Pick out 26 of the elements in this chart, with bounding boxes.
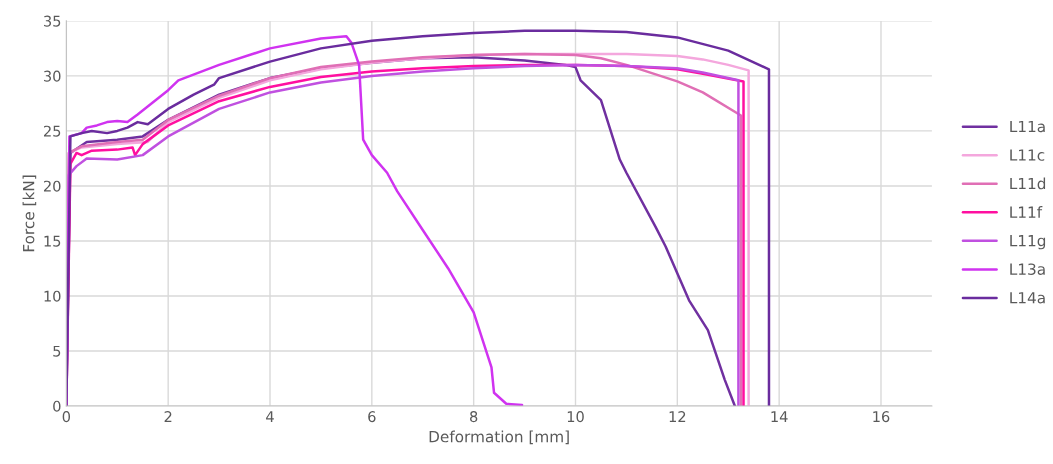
legend-label: L13a [1010,263,1045,275]
y-tick-label: 30 [44,70,61,82]
x-tick-label: 0 [62,411,71,423]
x-tick-label: 2 [164,411,172,422]
x-tick-label: 10 [567,411,584,423]
y-tick-label: 25 [43,125,61,137]
y-tick-label: 0 [53,400,61,412]
legend-label: L11f [1010,206,1043,218]
x-tick-label: 6 [368,411,376,423]
y-tick-label: 35 [44,15,61,27]
x-tick-label: 12 [669,411,686,422]
y-tick-label: 5 [53,345,61,357]
x-tick-label: 8 [470,411,478,423]
legend-label: L11a [1010,120,1045,133]
x-tick-label: 16 [873,411,890,423]
legend-label: L11d [1010,177,1046,190]
x-axis-title: Deformation [mm] [429,430,569,445]
legend-label: L11g [1010,235,1046,250]
y-tick-label: 10 [44,290,61,302]
y-tick-label: 15 [44,235,61,247]
legend-label: L11c [1010,149,1045,161]
legend-label: L14a [1010,292,1045,304]
y-tick-label: 20 [43,180,61,192]
x-tick-label: 14 [771,411,788,422]
y-axis-title: Force [kN] [22,175,37,252]
x-tick-label: 4 [266,411,274,422]
